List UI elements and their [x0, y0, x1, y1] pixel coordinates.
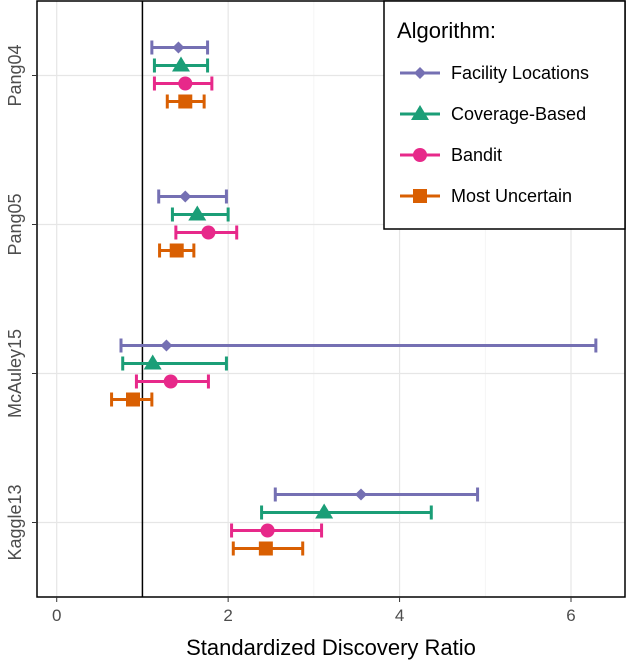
legend-key-marker — [413, 189, 427, 203]
legend-label: Facility Locations — [451, 63, 589, 83]
data-point — [179, 190, 192, 203]
legend-label: Coverage-Based — [451, 104, 586, 124]
legend-label: Bandit — [451, 145, 502, 165]
data-point — [163, 374, 178, 389]
data-point — [201, 225, 216, 240]
data-point — [178, 76, 193, 91]
x-tick-label: 4 — [395, 606, 404, 625]
x-tick-label: 0 — [52, 606, 61, 625]
data-point — [178, 94, 193, 109]
data-point — [315, 503, 334, 519]
data-point — [258, 541, 273, 556]
data-point — [188, 205, 207, 221]
data-point — [172, 56, 190, 72]
y-tick-label: Pang05 — [5, 193, 25, 255]
data-point — [355, 488, 367, 501]
data-point — [172, 41, 185, 54]
legend-title: Algorithm: — [397, 18, 496, 43]
x-tick-label: 2 — [223, 606, 232, 625]
data-point — [169, 243, 184, 258]
legend-label: Most Uncertain — [451, 186, 572, 206]
legend-key-marker — [411, 105, 429, 120]
y-tick-label: McAuley15 — [5, 329, 25, 418]
panel-border — [36, 0, 626, 598]
y-tick-label: Pang04 — [5, 44, 25, 106]
legend-key-marker — [414, 67, 426, 79]
data-point — [126, 392, 140, 407]
x-tick-label: 6 — [566, 606, 575, 625]
data-point — [160, 339, 173, 352]
legend-key-marker — [413, 148, 427, 162]
x-axis-title: Standardized Discovery Ratio — [186, 635, 476, 660]
data-point — [143, 354, 162, 370]
y-tick-label: Kaggle13 — [5, 484, 25, 560]
data-point — [260, 523, 275, 538]
